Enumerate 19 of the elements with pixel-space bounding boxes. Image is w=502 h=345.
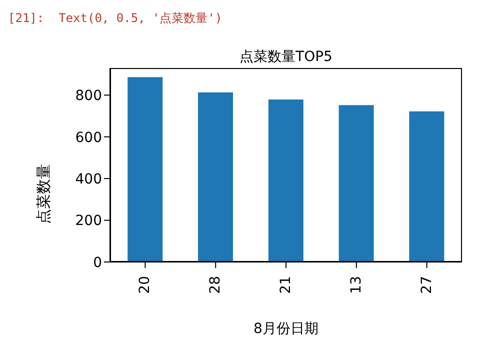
bar bbox=[128, 77, 163, 262]
x-tick-label: 21 bbox=[278, 276, 294, 294]
y-axis-title: 点菜数量 bbox=[34, 164, 54, 224]
bar bbox=[198, 92, 233, 262]
bar bbox=[409, 111, 444, 262]
text: [21]: Text(0, 0.5, '点菜数量') bbox=[8, 10, 222, 27]
x-tick-label: 13 bbox=[348, 276, 364, 294]
x-tick-label: 27 bbox=[418, 276, 435, 294]
y-tick-label: 0 bbox=[93, 254, 102, 271]
x-tick-label: 28 bbox=[208, 276, 224, 294]
x-axis-title: 8月份日期 bbox=[252, 320, 320, 338]
chart-title: 点菜数量TOP5 bbox=[238, 48, 334, 66]
y-tick-label: 400 bbox=[75, 172, 102, 188]
y-tick-label: 800 bbox=[75, 88, 102, 104]
bar bbox=[268, 100, 304, 262]
y-tick-label: 600 bbox=[75, 130, 102, 146]
x-tick-label: 20 bbox=[137, 276, 154, 294]
y-tick-label: 200 bbox=[75, 213, 102, 230]
bar bbox=[338, 105, 374, 262]
